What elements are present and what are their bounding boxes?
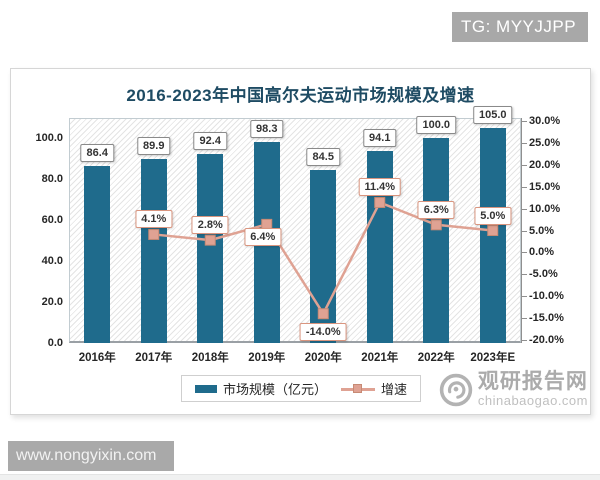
left-axis-tick-label: 0.0	[47, 337, 63, 349]
right-axis-tick-label: -15.0%	[529, 312, 564, 325]
x-axis-tick-label: 2022年	[417, 352, 455, 364]
legend-item-growth: 增速	[341, 379, 407, 398]
bar-value-label: 92.4	[193, 132, 227, 150]
bottom-divider	[0, 474, 600, 480]
source-watermark: 观研报告网 chinabaogao.com	[438, 371, 588, 408]
legend-item-market-size: 市场规模（亿元）	[194, 379, 327, 398]
legend: 市场规模（亿元） 增速	[181, 375, 421, 402]
right-axis-tick-label: 5.0%	[529, 224, 555, 237]
bar-value-label: 94.1	[363, 128, 397, 147]
bar	[310, 170, 337, 343]
right-axis-tick-mark	[521, 252, 527, 254]
bar-value-label: 98.3	[250, 119, 284, 138]
watermark-domain: chinabaogao.com	[477, 393, 588, 408]
right-axis-tick-label: -10.0%	[529, 290, 564, 303]
bar-swatch-icon	[194, 384, 217, 393]
growth-value-label: 4.1%	[135, 210, 173, 229]
right-axis-tick-label: 15.0%	[529, 180, 561, 193]
x-axis-tick-label: 2017年	[135, 352, 173, 364]
left-axis-tick-label: 100.0	[35, 132, 63, 145]
x-axis-tick-label: 2020年	[304, 352, 342, 364]
right-axis-tick-mark	[521, 208, 527, 210]
right-axis-tick-label: 10.0%	[529, 202, 561, 215]
right-axis-tick-mark	[521, 296, 527, 298]
bar	[423, 138, 450, 343]
bar	[197, 154, 224, 343]
chart-card: 2016-2023年中国高尔夫运动市场规模及增速 100.0 80.0 60.0 40…	[10, 68, 591, 415]
right-axis-tick-mark	[521, 340, 527, 341]
chart-title: 2016-2023年中国高尔夫运动市场规模及增速	[126, 86, 475, 105]
x-axis-tick-label: 2016年	[78, 352, 116, 364]
left-axis-tick-label: 60.0	[41, 214, 63, 227]
right-axis-tick-mark	[521, 230, 527, 232]
bar-value-label: 89.9	[137, 137, 171, 156]
growth-value-label: 5.0%	[474, 206, 512, 225]
right-axis-tick-mark	[521, 318, 527, 320]
bar-value-label: 84.5	[306, 148, 340, 167]
watermark-site-name: 观研报告网	[477, 370, 588, 393]
legend-label-market-size: 市场规模（亿元）	[222, 382, 327, 397]
legend-label-growth: 增速	[381, 382, 408, 397]
left-axis-tick-label: 80.0	[41, 173, 63, 186]
right-axis-tick-label: -5.0%	[529, 268, 558, 281]
right-axis-tick-mark	[521, 164, 527, 166]
bar	[84, 166, 111, 343]
tg-watermark-badge: TG: MYYJJPP	[452, 12, 588, 42]
bar	[479, 128, 506, 343]
site-watermark-badge: www.nongyixin.com	[8, 441, 174, 471]
x-axis-tick-label: 2021年	[361, 352, 399, 364]
bar-value-label: 100.0	[416, 116, 457, 135]
right-axis-tick-mark	[521, 121, 527, 122]
right-axis-tick-label: 30.0%	[529, 115, 561, 127]
bar-value-label: 86.4	[80, 144, 114, 163]
right-axis-tick-mark	[521, 274, 527, 276]
x-axis-tick-label: 2018年	[191, 352, 229, 364]
left-axis-tick-label: 40.0	[41, 255, 63, 268]
watermark-text: 观研报告网 chinabaogao.com	[477, 370, 588, 409]
line-swatch-icon	[341, 383, 375, 394]
chinabaogao-logo-icon	[439, 373, 473, 406]
growth-value-label: -14.0%	[299, 322, 347, 341]
right-axis-tick-label: 25.0%	[529, 136, 561, 149]
right-axis-tick-mark	[521, 186, 527, 188]
right-axis-tick-label: 0.0%	[529, 246, 555, 259]
growth-value-label: 11.4%	[358, 178, 402, 197]
growth-value-label: 2.8%	[191, 216, 229, 235]
right-axis-tick-label: 20.0%	[529, 158, 561, 171]
bar	[140, 159, 167, 343]
right-axis-tick-label: -20.0%	[529, 334, 564, 346]
growth-value-label: 6.3%	[417, 200, 455, 219]
bar-value-label: 105.0	[472, 106, 513, 125]
x-axis-tick-label: 2023年E	[470, 352, 516, 364]
x-axis-tick-label: 2019年	[248, 352, 286, 364]
left-axis-tick-label: 20.0	[41, 296, 63, 309]
right-axis-tick-mark	[521, 142, 527, 144]
growth-value-label: 6.4%	[244, 228, 282, 247]
